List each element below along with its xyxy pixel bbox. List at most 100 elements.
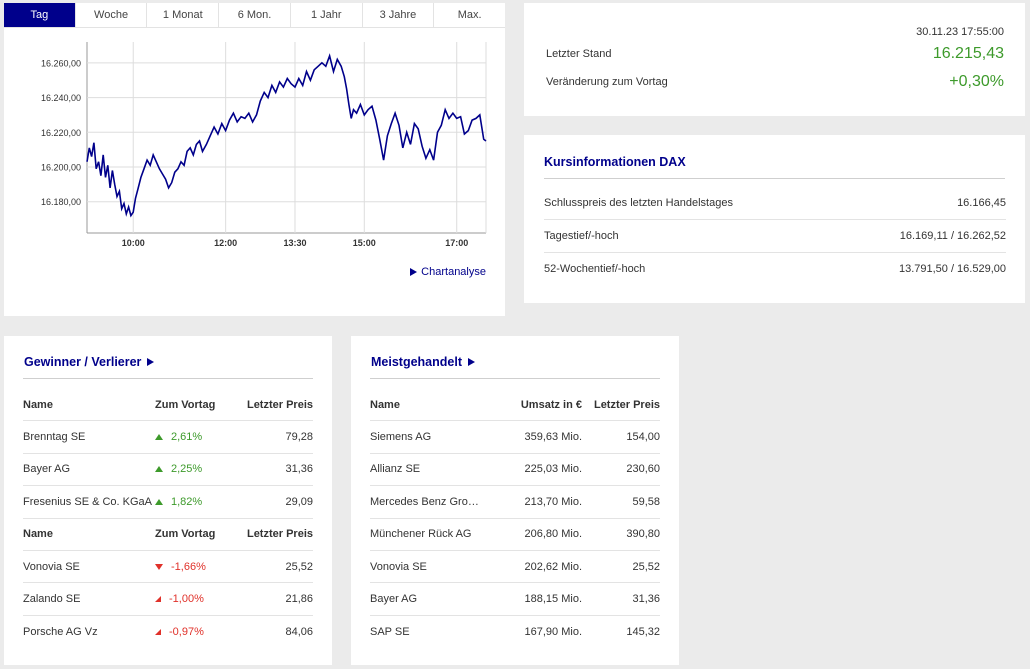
stock-price: 59,58 <box>632 495 660 508</box>
stock-name[interactable]: Siemens AG <box>370 431 432 444</box>
chartanalyse-link[interactable]: Chartanalyse <box>410 266 486 278</box>
x-tick-label: 13:30 <box>283 238 306 248</box>
last-price-row: Letzter Stand 16.215,43 <box>546 45 1004 63</box>
table-row[interactable]: Vonovia SE -1,66% 25,52 <box>23 551 313 584</box>
stock-price: 25,52 <box>285 560 313 573</box>
tab-tag[interactable]: Tag <box>4 3 76 27</box>
x-tick-label: 15:00 <box>353 238 376 248</box>
arrow-up-icon <box>155 434 163 441</box>
gainers-losers-title: Gewinner / Verlierer <box>24 355 142 369</box>
stock-name[interactable]: Brenntag SE <box>23 431 86 444</box>
info-value: 13.791,50 / 16.529,00 <box>898 262 1006 275</box>
tab-3-jahre[interactable]: 3 Jahre <box>363 3 435 27</box>
y-tick-label: 16.200,00 <box>41 163 81 173</box>
stock-price: 29,09 <box>285 495 313 508</box>
x-tick-label: 17:00 <box>445 238 468 248</box>
table-row[interactable]: Porsche AG Vz -0,97% 84,06 <box>23 616 313 648</box>
stock-volume: 225,03 Mio. <box>524 463 582 476</box>
stock-name[interactable]: Bayer AG <box>370 593 418 606</box>
gainers-losers-table: Name Zum Vortag Letzter Preis Brenntag S… <box>23 389 313 648</box>
info-label: Tagestief/-hoch <box>544 230 619 242</box>
col-price: Letzter Preis <box>593 398 660 411</box>
stock-name[interactable]: Bayer AG <box>23 463 71 476</box>
table-row[interactable]: Allianz SE 225,03 Mio. 230,60 <box>370 454 660 487</box>
play-icon <box>468 358 475 366</box>
stock-name[interactable]: Zalando SE <box>23 593 81 606</box>
last-price-value: 16.215,43 <box>932 45 1004 62</box>
price-line <box>86 53 487 218</box>
table-row[interactable]: Fresenius SE & Co. KGaA 1,82% 29,09 <box>23 486 313 519</box>
tab-6-mon[interactable]: 6 Mon. <box>219 3 291 27</box>
last-price-label: Letzter Stand <box>546 48 612 60</box>
info-row: Tagestief/-hoch 16.169,11 / 16.262,52 <box>544 220 1006 253</box>
stock-volume: 359,63 Mio. <box>524 431 582 444</box>
most-traded-title: Meistgehandelt <box>371 355 462 369</box>
stock-price: 145,32 <box>626 625 660 638</box>
info-value: 16.166,45 <box>957 197 1006 209</box>
change-label: Veränderung zum Vortag <box>546 76 668 88</box>
table-row[interactable]: SAP SE 167,90 Mio. 145,32 <box>370 616 660 648</box>
table-row[interactable]: Vonovia SE 202,62 Mio. 25,52 <box>370 551 660 584</box>
stock-name[interactable]: Fresenius SE & Co. KGaA <box>23 495 152 508</box>
info-label: Schlusspreis des letzten Handelstages <box>544 197 733 209</box>
stock-name[interactable]: Mercedes Benz Group AG ... <box>370 495 482 508</box>
gainers-losers-panel: Gewinner / Verlierer Name Zum Vortag Let… <box>4 336 332 665</box>
table-row[interactable]: Zalando SE -1,00% 21,86 <box>23 583 313 616</box>
arrow-down-right-icon <box>155 628 161 635</box>
col-name: Name <box>23 528 53 541</box>
chartanalyse-label: Chartanalyse <box>421 266 486 278</box>
stock-name[interactable]: Münchener Rück AG <box>370 528 472 541</box>
arrow-up-icon <box>155 498 163 505</box>
stock-name[interactable]: Vonovia SE <box>23 560 80 573</box>
table-row[interactable]: Münchener Rück AG 206,80 Mio. 390,80 <box>370 519 660 551</box>
tab-1-monat[interactable]: 1 Monat <box>147 3 220 27</box>
stock-change: 2,61% <box>171 431 203 444</box>
tab-1-jahr[interactable]: 1 Jahr <box>291 3 363 27</box>
intraday-chart[interactable]: 16.260,00 16.240,00 16.220,00 16.200,00 16.1… <box>4 28 505 258</box>
table-row[interactable]: Siemens AG 359,63 Mio. 154,00 <box>370 421 660 454</box>
tab-max[interactable]: Max. <box>457 9 482 21</box>
col-price: Letzter Preis <box>246 398 313 411</box>
stock-price: 31,36 <box>285 463 313 476</box>
stock-change: 2,25% <box>171 463 203 476</box>
info-row: Schlusspreis des letzten Handelstages 16… <box>544 187 1006 220</box>
play-icon <box>410 268 418 276</box>
table-header: Name Umsatz in € Letzter Preis <box>370 389 660 422</box>
stock-change: -0,97% <box>169 625 204 638</box>
gainers-losers-title-link[interactable]: Gewinner / Verlierer <box>24 355 155 369</box>
table-row[interactable]: Bayer AG 2,25% 31,36 <box>23 454 313 487</box>
stock-change: 1,82% <box>171 495 203 508</box>
timeframe-tabs: Tag Woche 1 Monat 6 Mon. 1 Jahr 3 Jahre … <box>4 3 505 28</box>
table-row[interactable]: Mercedes Benz Group AG ... 213,70 Mio. 5… <box>370 486 660 519</box>
info-value: 16.169,11 / 16.262,52 <box>899 230 1006 242</box>
x-tick-label: 10:00 <box>122 238 145 248</box>
most-traded-panel: Meistgehandelt Name Umsatz in € Letzter … <box>351 336 679 665</box>
stock-change: -1,66% <box>171 560 206 573</box>
tab-woche[interactable]: Woche <box>76 3 148 27</box>
col-name: Name <box>23 398 53 411</box>
divider <box>544 178 1005 179</box>
stock-name[interactable]: Porsche AG Vz <box>23 625 98 638</box>
stock-price: 21,86 <box>285 593 313 606</box>
stock-price: 390,80 <box>626 528 660 541</box>
stock-name[interactable]: Allianz SE <box>370 463 421 476</box>
stock-volume: 206,80 Mio. <box>524 528 582 541</box>
arrow-down-icon <box>155 563 163 570</box>
stock-price: 31,36 <box>632 593 660 606</box>
arrow-down-right-icon <box>155 596 161 603</box>
table-header: Name Zum Vortag Letzter Preis <box>23 389 313 422</box>
table-row[interactable]: Bayer AG 188,15 Mio. 31,36 <box>370 583 660 616</box>
stock-change: -1,00% <box>169 593 204 606</box>
most-traded-table: Name Umsatz in € Letzter Preis Siemens A… <box>370 389 660 648</box>
stock-name[interactable]: Vonovia SE <box>370 560 427 573</box>
col-change: Zum Vortag <box>155 398 216 411</box>
info-row: 52-Wochentief/-hoch 13.791,50 / 16.529,0… <box>544 252 1006 285</box>
chart-panel: Tag Woche 1 Monat 6 Mon. 1 Jahr 3 Jahre … <box>4 3 505 316</box>
quote-timestamp: 30.11.23 17:55:00 <box>916 26 1004 38</box>
arrow-up-icon <box>155 466 163 473</box>
col-name: Name <box>370 398 400 411</box>
stock-name[interactable]: SAP SE <box>370 625 410 638</box>
table-row[interactable]: Brenntag SE 2,61% 79,28 <box>23 421 313 454</box>
divider <box>23 378 313 379</box>
most-traded-title-link[interactable]: Meistgehandelt <box>371 355 475 369</box>
